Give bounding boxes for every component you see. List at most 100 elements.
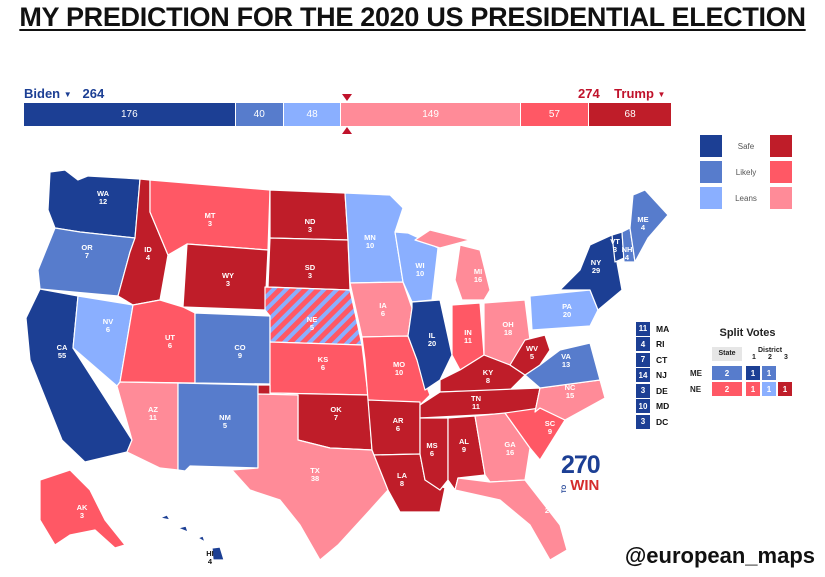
state-label-or: OR bbox=[81, 243, 93, 252]
trump-dropdown-icon[interactable]: ▼ bbox=[657, 90, 666, 100]
state-co[interactable] bbox=[194, 312, 271, 385]
state-label-vt: VT bbox=[610, 237, 620, 246]
state-wv[interactable] bbox=[509, 334, 551, 376]
state-sc[interactable] bbox=[504, 407, 566, 461]
state-ny[interactable] bbox=[559, 234, 623, 311]
state-hi[interactable] bbox=[159, 514, 225, 561]
biden-label: Biden bbox=[24, 86, 61, 101]
state-ev-ks: 6 bbox=[321, 363, 325, 372]
state-ev-ia: 6 bbox=[381, 309, 385, 318]
state-ev-nh: 4 bbox=[625, 253, 630, 262]
split-district-header: District bbox=[757, 347, 783, 354]
small-state-abbr: MD bbox=[656, 401, 670, 412]
state-wi[interactable] bbox=[394, 231, 439, 303]
state-label-me: ME bbox=[637, 215, 648, 224]
state-ev-sd: 3 bbox=[308, 271, 312, 280]
state-ev-az: 11 bbox=[149, 413, 157, 422]
small-state-abbr: NJ bbox=[656, 370, 667, 381]
state-label-la: LA bbox=[397, 471, 408, 480]
small-state-abbr: MA bbox=[656, 323, 670, 334]
state-ev-ga: 16 bbox=[506, 448, 514, 457]
small-state-row[interactable]: 3 DC bbox=[636, 414, 669, 430]
split-district-number: 3 bbox=[784, 354, 788, 361]
state-label-mi: MI bbox=[474, 267, 482, 276]
split-state-cell: 2 bbox=[712, 382, 742, 396]
state-label-ut: UT bbox=[165, 333, 175, 342]
state-label-nh: NH bbox=[622, 245, 633, 254]
biden-dropdown-icon[interactable]: ▼ bbox=[63, 90, 72, 100]
small-state-row[interactable]: 4 RI bbox=[636, 337, 669, 353]
legend-swatch-leans-rep bbox=[770, 187, 792, 209]
state-ev-id: 4 bbox=[146, 253, 151, 262]
state-ev-fl: 29 bbox=[545, 506, 553, 515]
small-state-abbr: RI bbox=[656, 339, 665, 350]
state-az[interactable] bbox=[116, 381, 179, 471]
state-ev-wi: 10 bbox=[416, 269, 424, 278]
state-ev-pa: 20 bbox=[563, 310, 571, 319]
state-fl[interactable] bbox=[454, 477, 568, 561]
state-ut[interactable] bbox=[119, 299, 196, 384]
state-label-mo: MO bbox=[393, 360, 405, 369]
small-state-ev: 4 bbox=[636, 337, 650, 352]
legend-swatch-likely-dem bbox=[700, 161, 722, 183]
state-label-ar: AR bbox=[393, 416, 404, 425]
state-ak[interactable] bbox=[39, 469, 126, 549]
state-ev-la: 8 bbox=[400, 479, 404, 488]
state-label-tn: TN bbox=[471, 394, 481, 403]
state-ev-me: 4 bbox=[641, 223, 646, 232]
state-ar[interactable] bbox=[367, 399, 421, 456]
state-label-fl: FL bbox=[544, 498, 554, 507]
small-state-ev: 3 bbox=[636, 414, 650, 429]
state-ev-wa: 12 bbox=[99, 197, 107, 206]
state-il[interactable] bbox=[407, 299, 453, 391]
state-ev-wv: 5 bbox=[530, 352, 534, 361]
state-ev-tn: 11 bbox=[472, 402, 480, 411]
state-ev-ca: 55 bbox=[58, 351, 66, 360]
state-ev-ak: 3 bbox=[80, 511, 84, 520]
state-ev-mn: 10 bbox=[366, 241, 374, 250]
state-label-sd: SD bbox=[305, 263, 316, 272]
state-label-ak: AK bbox=[77, 503, 88, 512]
state-tx[interactable] bbox=[231, 393, 389, 561]
state-ks[interactable] bbox=[269, 341, 369, 396]
split-district-number: 1 bbox=[752, 354, 756, 361]
small-state-row[interactable]: 14 NJ bbox=[636, 368, 669, 384]
ev-bar-segment: 57 bbox=[520, 103, 590, 126]
state-label-wa: WA bbox=[97, 189, 110, 198]
state-label-il: IL bbox=[429, 331, 436, 340]
state-ev-ny: 29 bbox=[592, 266, 600, 275]
small-state-row[interactable]: 3 DE bbox=[636, 383, 669, 399]
majority-marker-top-icon bbox=[342, 94, 352, 101]
state-label-ia: IA bbox=[379, 301, 387, 310]
state-nm[interactable] bbox=[177, 382, 259, 472]
state-mi[interactable] bbox=[414, 229, 491, 301]
state-pa[interactable] bbox=[529, 289, 599, 331]
split-votes-grid: State District 1 2 3 ME 2 1 1 NE 2 1 1 1 bbox=[690, 343, 805, 397]
state-label-sc: SC bbox=[545, 419, 556, 428]
small-state-ev: 3 bbox=[636, 383, 650, 398]
state-label-al: AL bbox=[459, 437, 469, 446]
state-label-ga: GA bbox=[504, 440, 516, 449]
page-title: MY PREDICTION FOR THE 2020 US PRESIDENTI… bbox=[19, 2, 806, 32]
split-state-header: State bbox=[712, 347, 742, 361]
small-state-row[interactable]: 11 MA bbox=[636, 321, 669, 337]
state-wa[interactable] bbox=[47, 169, 141, 239]
state-ev-wy: 3 bbox=[226, 279, 230, 288]
small-state-ev: 11 bbox=[636, 321, 650, 336]
state-label-va: VA bbox=[561, 352, 571, 361]
small-state-row[interactable]: 7 CT bbox=[636, 352, 669, 368]
small-state-row[interactable]: 10 MD bbox=[636, 399, 669, 415]
state-label-in: IN bbox=[464, 328, 472, 337]
electoral-vote-bar: 176 40 48 149 57 68 bbox=[24, 103, 671, 126]
state-ev-nd: 3 bbox=[308, 225, 312, 234]
trump-total: 274 bbox=[578, 86, 600, 101]
state-label-mt: MT bbox=[205, 211, 216, 220]
author-credit: @european_maps bbox=[624, 543, 815, 568]
state-label-nv: NV bbox=[103, 317, 113, 326]
legend-row-likely: Likely bbox=[700, 159, 792, 185]
small-states-list: 11 MA 4 RI 7 CT 14 NJ 3 DE 10 MD 3 DC bbox=[636, 321, 669, 430]
small-state-abbr: DE bbox=[656, 385, 668, 396]
state-me[interactable] bbox=[629, 189, 669, 263]
state-label-tx: TX bbox=[310, 466, 320, 475]
state-label-wi: WI bbox=[415, 261, 424, 270]
